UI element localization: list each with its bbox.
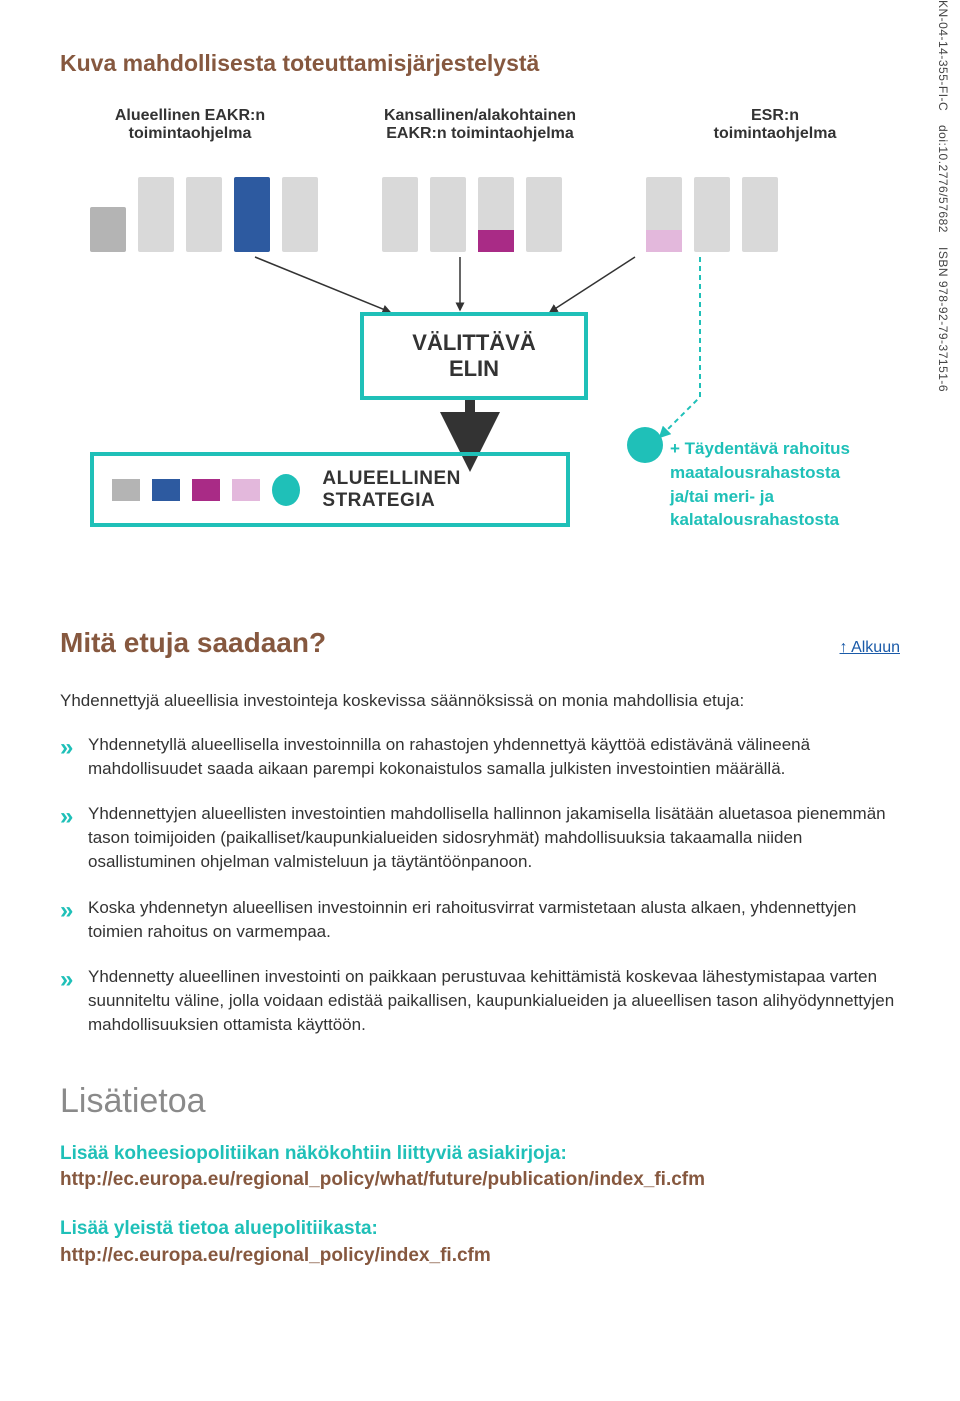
diagram-label-1: Alueellinen EAKR:n toimintaohjelma: [90, 107, 290, 143]
list-item: Yhdennetty alueellinen investointi on pa…: [60, 965, 900, 1036]
valittava-line2: ELIN: [449, 356, 499, 382]
chart-bar-fill: [646, 230, 682, 252]
section-heading-row: Mitä etuja saadaan? ↑ Alkuun: [60, 627, 900, 659]
strategy-box: ALUEELLINEN STRATEGIA: [90, 452, 570, 527]
chart-bar: [430, 177, 466, 252]
diagram-container: Alueellinen EAKR:n toimintaohjelma Kansa…: [60, 107, 900, 587]
diagram-label-2: Kansallinen/alakohtainen EAKR:n toiminta…: [360, 107, 600, 143]
funding-text: + Täydentävä rahoitus maatalousrahastost…: [670, 437, 850, 532]
chart-bar: [382, 177, 418, 252]
valittava-box: VÄLITTÄVÄ ELIN: [360, 312, 588, 400]
code-1: KN-04-14-355-FI-C: [936, 0, 950, 111]
chart-bar: [742, 177, 778, 252]
strategy-swatch: [192, 479, 220, 501]
side-code-block: KN-04-14-355-FI-C doi:10.2776/57682 ISBN…: [936, 0, 950, 402]
diagram-label-3: ESR:n toimintaohjelma: [690, 107, 860, 143]
list-item: Yhdennetyllä alueellisella investoinnill…: [60, 733, 900, 781]
chart-bar: [646, 177, 682, 252]
code-2: doi:10.2776/57682: [936, 125, 950, 233]
bar-row: [90, 177, 778, 252]
external-link[interactable]: http://ec.europa.eu/regional_policy/inde…: [60, 1245, 491, 1266]
chart-bar: [138, 177, 174, 252]
chart-bar: [478, 177, 514, 252]
list-item: Koska yhdennetyn alueellisen investoinni…: [60, 896, 900, 944]
chart-bar: [234, 177, 270, 252]
list-item: Yhdennettyjen alueellisten investointien…: [60, 802, 900, 873]
fund-l3: ja/tai meri- ja: [670, 485, 850, 509]
link-label: Lisää yleistä tietoa aluepolitiikasta:: [60, 1216, 900, 1243]
page-title: Kuva mahdollisesta toteuttamisjärjestely…: [60, 50, 900, 77]
strategy-swatch: [112, 479, 140, 501]
link-label: Lisää koheesiopolitiikan näkökohtiin lii…: [60, 1141, 900, 1168]
bullet-list: Yhdennetyllä alueellisella investoinnill…: [60, 733, 900, 1037]
valittava-line1: VÄLITTÄVÄ: [412, 330, 535, 356]
section-title: Mitä etuja saadaan?: [60, 627, 326, 659]
chart-bar-fill: [478, 230, 514, 252]
fund-l4: kalatalousrahastosta: [670, 508, 850, 532]
chart-bar: [282, 177, 318, 252]
chart-bar: [526, 177, 562, 252]
chart-bar: [186, 177, 222, 252]
code-3: ISBN 978-92-79-37151-6: [936, 247, 950, 392]
fund-l1: + Täydentävä rahoitus: [670, 437, 850, 461]
chart-bar: [90, 207, 126, 252]
strategy-label: ALUEELLINEN STRATEGIA: [322, 468, 548, 512]
strategy-swatch: [232, 479, 260, 501]
more-info-heading: Lisätietoa: [60, 1082, 900, 1121]
intro-paragraph: Yhdennettyjä alueellisia investointeja k…: [60, 689, 900, 713]
funding-circle: [627, 427, 663, 463]
back-to-top-link[interactable]: ↑ Alkuun: [840, 639, 900, 657]
strategy-swatch: [152, 479, 180, 501]
fund-l2: maatalousrahastosta: [670, 461, 850, 485]
chart-bar: [694, 177, 730, 252]
link-block: Lisää koheesiopolitiikan näkökohtiin lii…: [60, 1141, 900, 1194]
external-link[interactable]: http://ec.europa.eu/regional_policy/what…: [60, 1169, 705, 1190]
link-block: Lisää yleistä tietoa aluepolitiikasta:ht…: [60, 1216, 900, 1269]
strategy-circle: [272, 474, 300, 506]
